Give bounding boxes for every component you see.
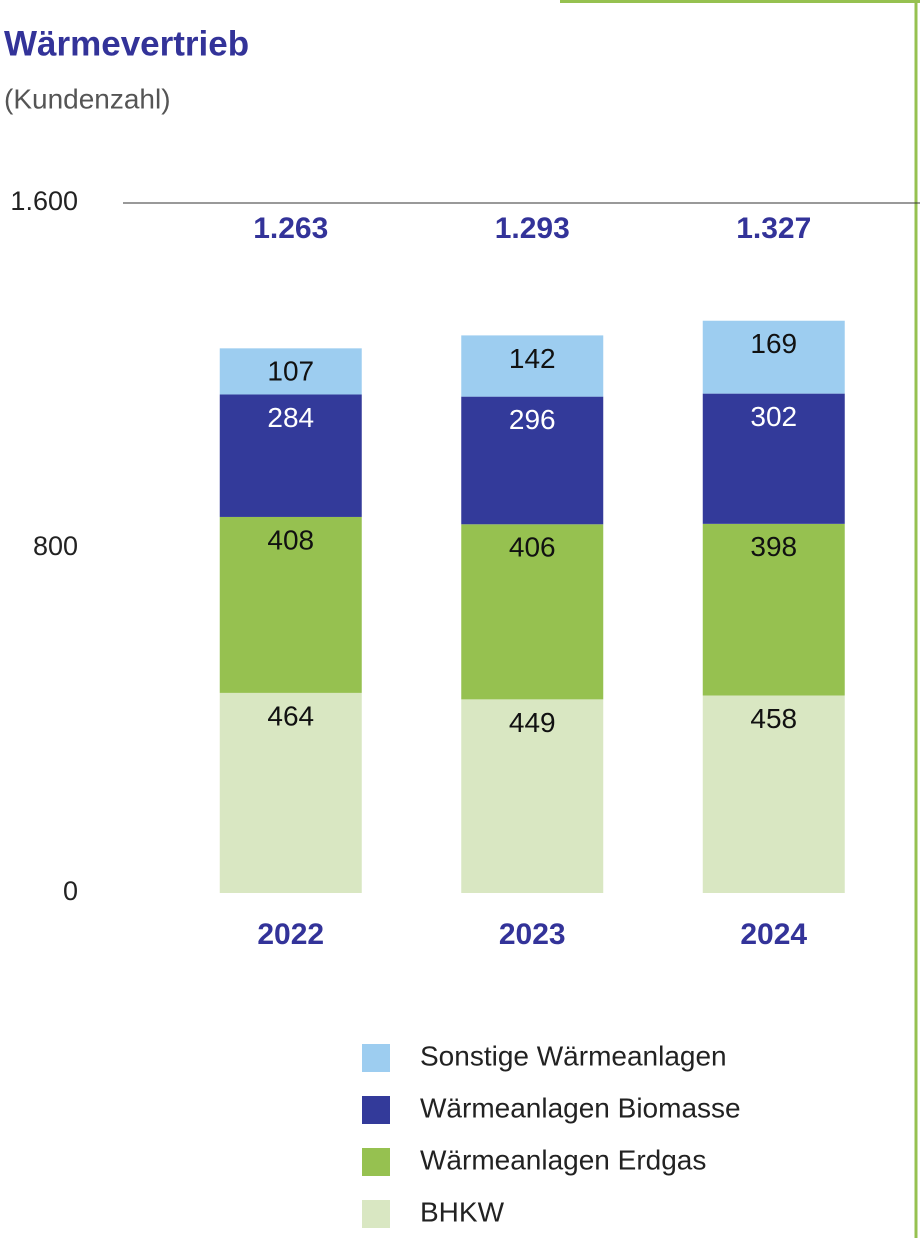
segment-label: 398	[750, 531, 797, 562]
bar-segment	[461, 699, 604, 893]
segment-label: 296	[509, 404, 556, 435]
bar-segment	[461, 396, 604, 525]
bar-segment	[702, 695, 845, 893]
legend-swatch	[362, 1148, 390, 1176]
bar-segment	[219, 516, 362, 693]
segment-label: 107	[267, 356, 314, 387]
legend-label: BHKW	[420, 1196, 505, 1227]
segment-label: 284	[267, 402, 314, 433]
bar-segment	[702, 523, 845, 696]
segment-label: 302	[750, 401, 797, 432]
bar-segment	[219, 348, 362, 395]
bar-segment	[219, 692, 362, 893]
segment-label: 458	[750, 703, 797, 734]
chart-subtitle: (Kundenzahl)	[4, 83, 171, 114]
legend-swatch	[362, 1096, 390, 1124]
segment-label: 406	[509, 532, 556, 563]
legend-swatch	[362, 1200, 390, 1228]
y-tick-label: 800	[33, 531, 78, 561]
bar-segment	[702, 393, 845, 524]
x-tick-label: 2024	[740, 918, 807, 951]
bar-segment	[702, 320, 845, 394]
bar-segment	[461, 335, 604, 397]
bar-segment	[219, 394, 362, 517]
bar-segment	[461, 524, 604, 700]
total-label: 1.293	[495, 212, 570, 245]
legend-swatch	[362, 1044, 390, 1072]
total-label: 1.327	[736, 212, 811, 245]
segment-label: 449	[509, 707, 556, 738]
legend-label: Wärmeanlagen Biomasse	[420, 1092, 741, 1123]
segment-label: 169	[750, 328, 797, 359]
y-tick-label: 0	[63, 876, 78, 906]
total-label: 1.263	[253, 212, 328, 245]
segment-label: 142	[509, 343, 556, 374]
chart-title: Wärmevertrieb	[4, 24, 249, 63]
x-tick-label: 2022	[257, 918, 324, 951]
y-tick-label: 1.600	[10, 186, 78, 216]
segment-label: 464	[267, 700, 314, 731]
legend-label: Sonstige Wärmeanlagen	[420, 1040, 727, 1071]
segment-label: 408	[267, 524, 314, 555]
x-tick-label: 2023	[499, 918, 566, 951]
legend-label: Wärmeanlagen Erdgas	[420, 1144, 706, 1175]
